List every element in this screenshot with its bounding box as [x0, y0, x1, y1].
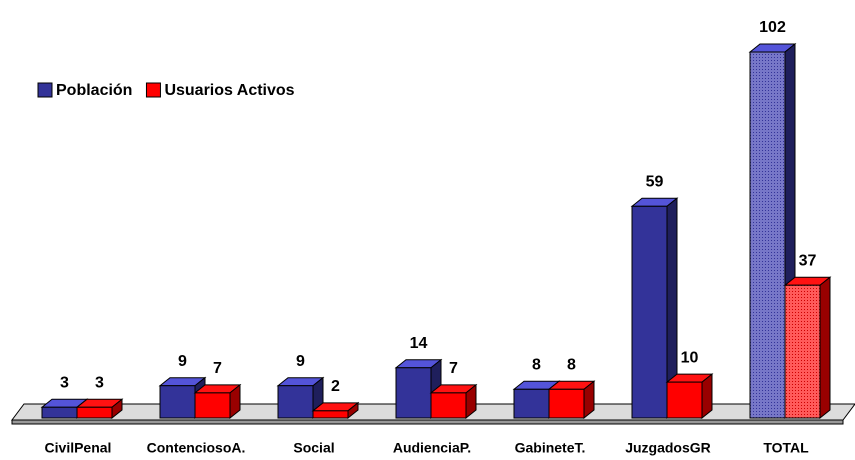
x-tick-label: CivilPenal [45, 440, 112, 456]
legend-swatch [145, 82, 161, 98]
x-tick-label: GabineteT. [515, 440, 586, 456]
data-label: 59 [646, 174, 664, 191]
x-tick-label: JuzgadosGR [625, 440, 711, 456]
data-label: 3 [95, 374, 104, 391]
data-label: 10 [681, 349, 699, 366]
bar-front [666, 381, 703, 419]
data-label: 7 [449, 360, 458, 377]
bar-front [159, 385, 196, 419]
data-label: 14 [410, 335, 428, 352]
bar-front [76, 406, 113, 419]
x-tick-label: TOTAL [763, 440, 809, 456]
bar [429, 383, 478, 420]
bar-front [277, 385, 314, 419]
data-label: 3 [60, 374, 69, 391]
legend-swatch [37, 82, 53, 98]
bar [75, 398, 124, 420]
data-label: 9 [178, 353, 187, 370]
data-label: 7 [213, 360, 222, 377]
bar-front [784, 284, 821, 419]
bar-front [548, 388, 585, 419]
bar-front [395, 367, 432, 419]
x-tick-label: ContenciosoA. [147, 440, 246, 456]
bar-front [312, 410, 349, 419]
bar [665, 373, 714, 420]
bar-front [430, 392, 467, 419]
bar-side [701, 373, 713, 420]
bar-side [819, 276, 831, 420]
legend-label: Población [56, 82, 132, 99]
bar-front [513, 388, 550, 419]
bar-front [41, 406, 78, 419]
x-tick-label: Social [293, 440, 334, 456]
bar [193, 383, 242, 420]
data-label: 2 [331, 378, 340, 395]
bar [783, 276, 832, 420]
x-tick-label: AudienciaP. [393, 440, 471, 456]
data-label: 102 [759, 19, 786, 36]
data-label: 8 [532, 357, 541, 374]
floor-edge [11, 419, 844, 425]
bar-front [631, 205, 668, 419]
bar-front [749, 51, 786, 419]
bar [311, 401, 360, 420]
bar [547, 380, 596, 420]
data-label: 37 [799, 252, 817, 269]
bar [630, 197, 679, 420]
data-label: 9 [296, 353, 305, 370]
bar-front [194, 392, 231, 419]
legend-label: Usuarios Activos [164, 82, 294, 99]
data-label: 8 [567, 357, 576, 374]
